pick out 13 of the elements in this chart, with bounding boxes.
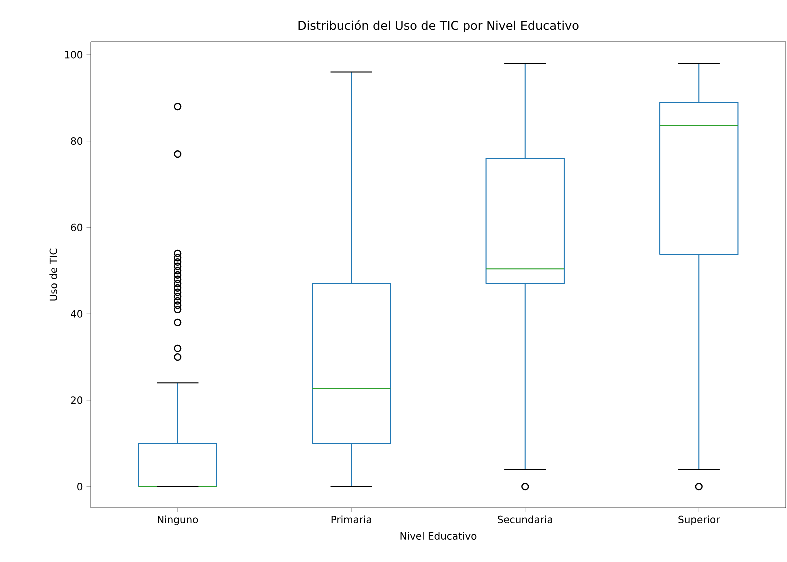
y-tick-label: 80 [71, 138, 83, 146]
y-tick-label: 60 [71, 224, 83, 232]
x-tick-label: Secundaria [498, 516, 552, 524]
y-tick-label: 100 [65, 51, 83, 59]
x-tick-label: Superior [678, 516, 720, 526]
y-tick-label: 20 [71, 396, 83, 404]
x-tick-label: Primaria [332, 516, 372, 524]
x-axis-title: Nivel Educativo [400, 532, 477, 540]
y-tick-label: 0 [78, 483, 83, 491]
y-axis-title: Uso de TIC [50, 248, 58, 301]
chart-title: Distribución del Uso de TIC por Nivel Educativo [298, 20, 579, 32]
x-tick-label: Ninguno [158, 516, 198, 526]
y-tick-label: 40 [71, 310, 83, 318]
